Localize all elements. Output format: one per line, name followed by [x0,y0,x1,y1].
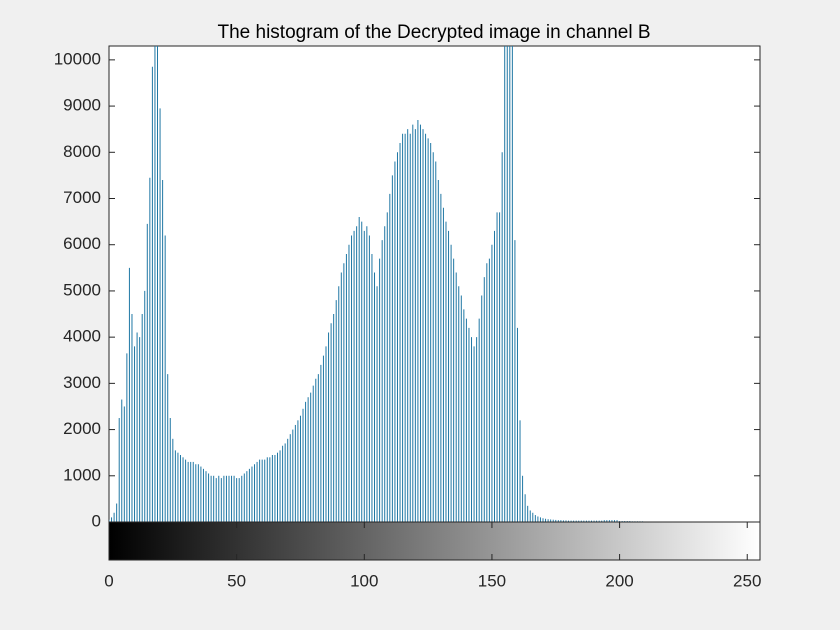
colorbar [108,521,761,561]
y-tick-label: 1000 [63,465,101,484]
chart-title: The histogram of the Decrypted image in … [217,22,650,43]
y-tick-label: 8000 [63,142,101,161]
y-tick-label: 6000 [63,234,101,253]
x-tick-label: 100 [350,571,378,590]
bars [109,46,746,522]
x-tick-label: 50 [227,571,246,590]
x-tick-label: 250 [733,571,761,590]
x-tick-label: 0 [104,571,113,590]
y-tick-label: 4000 [63,327,101,346]
y-tick-label: 3000 [63,373,101,392]
y-tick-label: 5000 [63,280,101,299]
y-tick-label: 2000 [63,419,101,438]
y-tick-label: 10000 [54,49,101,68]
x-tick-label: 150 [478,571,506,590]
x-tick-label: 200 [605,571,633,590]
plot-area [108,45,761,523]
y-tick-label: 9000 [63,96,101,115]
y-tick-label: 0 [92,511,101,530]
y-tick-label: 7000 [63,188,101,207]
